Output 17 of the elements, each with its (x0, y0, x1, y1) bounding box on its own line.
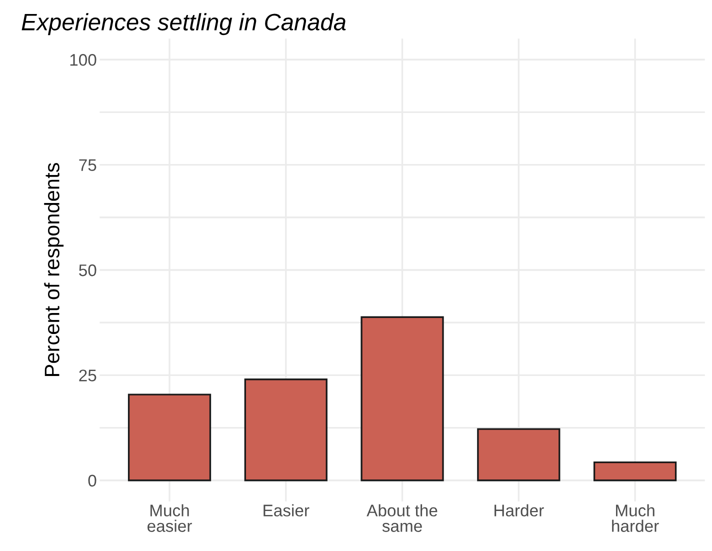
bar (593, 461, 677, 482)
y-tick-label: 100 (70, 54, 96, 66)
y-tick-label: 75 (79, 159, 96, 171)
bar (477, 428, 560, 482)
x-tick-label: Harder (494, 504, 544, 516)
y-tick-label: 0 (88, 474, 96, 487)
y-tick-label: 50 (79, 264, 96, 276)
x-tick-label: About the same (366, 504, 438, 532)
x-tick-label: Much easier (148, 504, 192, 532)
bar (244, 378, 328, 482)
y-axis-title: Percent of respondents (44, 163, 64, 376)
x-tick-label: Easier (264, 504, 310, 516)
y-tick-label: 25 (79, 370, 96, 382)
bar (128, 394, 212, 482)
chart-title: Experiences settling in Canada (22, 13, 346, 36)
bar (360, 316, 444, 482)
x-tick-label: Much harder (612, 504, 659, 532)
